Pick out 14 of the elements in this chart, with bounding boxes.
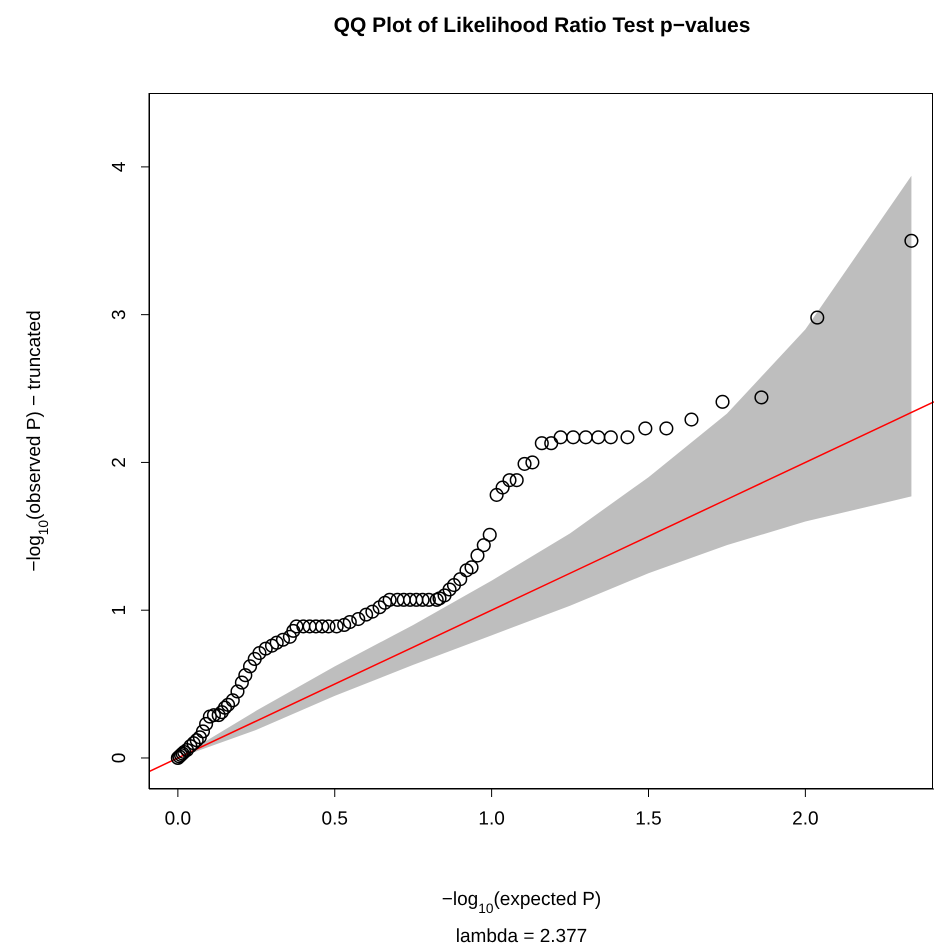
- y-tick-label: 2: [109, 457, 130, 468]
- x-axis-title: −log$_{10}$(expected P): [442, 889, 602, 916]
- x-tick-label: 1.0: [478, 808, 505, 830]
- y-tick-label: 3: [109, 309, 130, 320]
- x-tick-label: 2.0: [792, 808, 819, 830]
- chart-title: QQ Plot of Likelihood Ratio Test p−values: [332, 14, 752, 38]
- y-tick-label: 4: [109, 161, 130, 172]
- text: lambda = 2.377: [456, 926, 588, 947]
- x-tick-label: 0.0: [164, 808, 192, 830]
- y-tick-label: 1: [109, 604, 130, 616]
- x-tick-label: 1.5: [635, 808, 662, 830]
- x-tick-label: 0.5: [322, 808, 348, 830]
- y-tick-label: 0: [109, 752, 130, 764]
- line-series: [149, 401, 934, 772]
